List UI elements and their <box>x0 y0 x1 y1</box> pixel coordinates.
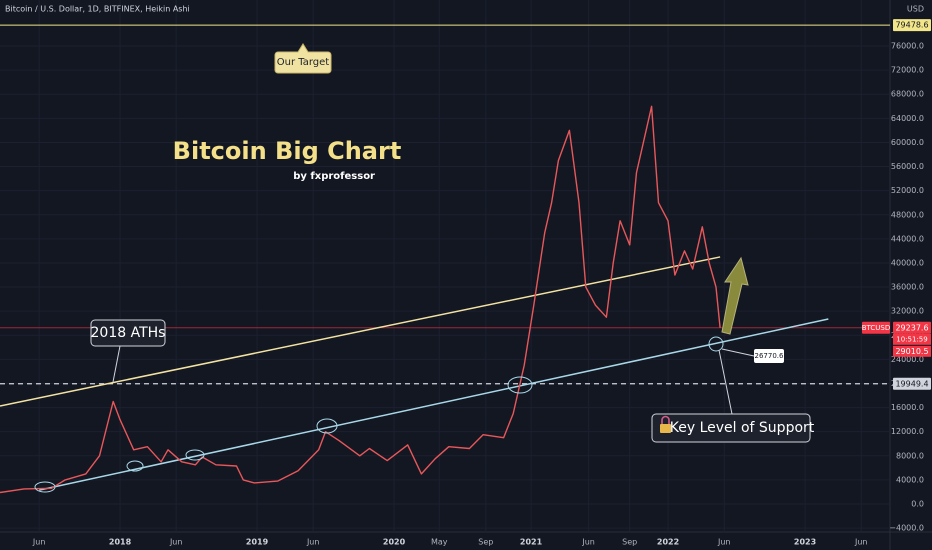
target-bubble <box>274 43 332 74</box>
x-tick-label: 2022 <box>657 538 679 547</box>
support-pointer <box>718 349 733 415</box>
price-level-label: 29237.6 <box>895 323 928 332</box>
price-level-label: 19949.4 <box>895 379 928 388</box>
touch-box <box>754 349 784 363</box>
price-level-tag <box>893 377 931 390</box>
y-tick-label: 72000.0 <box>891 66 924 75</box>
x-tick-label: Jun <box>581 538 595 547</box>
y-tick-label: 12000.0 <box>891 427 924 436</box>
lock-icon <box>660 424 671 433</box>
unit-label: USD <box>907 5 924 14</box>
y-tick-label: 60000.0 <box>891 138 924 147</box>
touch-circle <box>185 449 205 461</box>
bid-label: 29010.5 <box>895 347 928 356</box>
price-level-tag <box>893 19 931 32</box>
support-callout: Key Level of Support <box>651 349 815 443</box>
trend-line <box>39 318 829 491</box>
support-box <box>651 413 811 443</box>
aths-pointer <box>112 345 121 383</box>
x-tick-label: 2020 <box>383 538 406 547</box>
x-tick-label: Jun <box>169 538 183 547</box>
symbol-label: BTCUSD <box>862 324 891 332</box>
aths-callout: 2018 ATHs <box>90 319 166 383</box>
y-tick-label: 4000.0 <box>896 475 924 484</box>
y-tick-label: 0.0 <box>911 499 924 508</box>
x-tick-label: Jun <box>306 538 320 547</box>
support-text: Key Level of Support <box>670 420 815 436</box>
touch-value: 26770.6 <box>755 352 784 360</box>
byline: by fxprofessor <box>293 171 375 182</box>
y-tick-label: 8000.0 <box>896 451 924 460</box>
touch-circle <box>316 418 338 434</box>
price-level-label: 79478.6 <box>895 21 928 30</box>
symbol-title: Bitcoin / U.S. Dollar, 1D, BITFINEX, Hei… <box>5 5 190 14</box>
y-tick-label: 24000.0 <box>891 355 924 364</box>
aths-box <box>90 319 166 347</box>
x-tick-label: May <box>431 538 448 547</box>
x-tick-label: Jun <box>32 538 46 547</box>
y-tick-label: 32000.0 <box>891 307 924 316</box>
touch-circles <box>34 336 724 493</box>
symbol-tag <box>862 321 890 334</box>
y-tick-label: 52000.0 <box>891 186 924 195</box>
x-tick-label: 2021 <box>520 538 543 547</box>
touch-circle <box>34 481 56 493</box>
price-line <box>0 105 721 494</box>
x-tick-label: Sep <box>478 538 493 547</box>
y-tick-label: 36000.0 <box>891 283 924 292</box>
trend-line <box>0 256 721 407</box>
x-tick-label: 2018 <box>109 538 132 547</box>
lock-shackle <box>661 415 670 424</box>
target-text: Our Target <box>277 57 330 68</box>
x-tick-label: 2023 <box>794 538 816 547</box>
aths-text: 2018 ATHs <box>91 325 166 341</box>
y-tick-label: 44000.0 <box>891 234 924 243</box>
x-tick-label: 2019 <box>246 538 269 547</box>
touch-label: 26770.6 <box>721 348 784 363</box>
y-tick-label: 64000.0 <box>891 114 924 123</box>
touch-circle <box>708 336 724 352</box>
x-tick-label: Jun <box>717 538 731 547</box>
x-tick-label: Jun <box>854 538 868 547</box>
y-tick-label: 40000.0 <box>891 258 924 267</box>
axis-labels: −4000.00.04000.08000.012000.016000.02000… <box>32 19 931 547</box>
up-arrow <box>721 256 749 335</box>
y-tick-label: 16000.0 <box>891 403 924 412</box>
y-tick-label: 48000.0 <box>891 210 924 219</box>
target-callout: Our Target <box>274 43 332 74</box>
price-level-tag <box>893 321 931 334</box>
headline: Bitcoin Big Chart <box>173 137 402 165</box>
touch-circle <box>126 460 144 472</box>
bid-tag <box>893 345 931 357</box>
countdown-label: 10:51:59 <box>896 335 927 343</box>
countdown-tag <box>893 333 931 345</box>
y-tick-label: 68000.0 <box>891 90 924 99</box>
y-tick-label: 56000.0 <box>891 162 924 171</box>
y-tick-label: −4000.0 <box>889 524 924 533</box>
x-tick-label: Sep <box>622 538 637 547</box>
y-tick-label: 76000.0 <box>891 42 924 51</box>
touch-pointer <box>721 348 755 357</box>
touch-circle <box>507 376 533 394</box>
